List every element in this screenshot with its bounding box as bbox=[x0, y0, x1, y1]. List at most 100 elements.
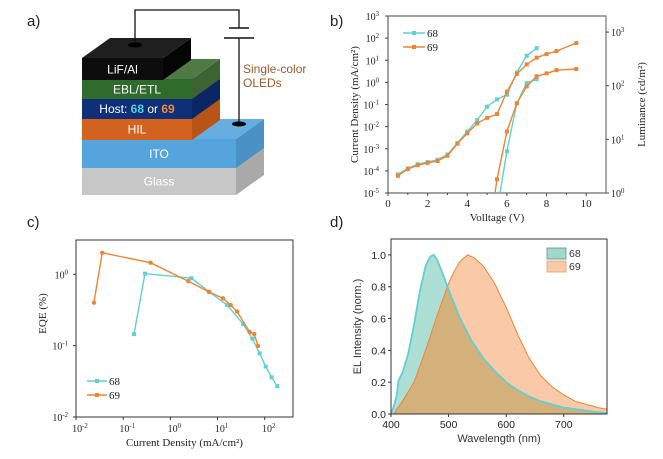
chart-b-point-69 bbox=[574, 41, 579, 46]
chart-b-xlabel: Volltage (V) bbox=[470, 212, 525, 224]
chart-b-y2tick-label: 100 bbox=[611, 188, 625, 200]
chart-b-point-68 bbox=[495, 97, 499, 102]
chart-b-point-68 bbox=[475, 117, 480, 122]
chart-c-frame bbox=[75, 239, 294, 418]
layer-host-front bbox=[82, 98, 192, 119]
chart-b-point-69 bbox=[425, 160, 430, 165]
chart-d-ytick-label: 0.6 bbox=[371, 314, 386, 326]
chart-c-point-69 bbox=[234, 309, 240, 314]
chart-c-point-69 bbox=[255, 343, 261, 349]
chart-c-xtick-label: 10-1 bbox=[119, 423, 135, 435]
chart-b-point-69 bbox=[504, 89, 509, 94]
layer-glass-label: Glass bbox=[144, 175, 175, 189]
chart-b-xtick-label: 4 bbox=[465, 198, 471, 210]
chart-c-point-69 bbox=[220, 296, 226, 301]
chart-c-ytick-label: 10-1 bbox=[52, 341, 68, 353]
cathode-contact bbox=[128, 42, 142, 48]
chart-c-point-68 bbox=[189, 276, 194, 281]
chart-b-point-69 bbox=[514, 71, 519, 76]
chart-b-plot-area bbox=[395, 41, 579, 193]
chart-b-point-69 bbox=[544, 71, 549, 76]
chart-b-point-69 bbox=[435, 158, 440, 163]
chart-b-point-69 bbox=[514, 101, 519, 106]
panel-label-c: c) bbox=[27, 214, 40, 231]
chart-b-point-68 bbox=[504, 92, 509, 97]
layer-host-side bbox=[192, 78, 220, 119]
layer-lifal-front bbox=[82, 58, 163, 80]
chart-b-point-69 bbox=[574, 67, 579, 72]
chart-b-legend-marker-68 bbox=[412, 31, 416, 35]
chart-b-point-69 bbox=[544, 52, 549, 57]
chart-b-point-69 bbox=[475, 121, 480, 126]
chart-c-xtick-label: 101 bbox=[215, 423, 228, 435]
circuit-wire-top bbox=[134, 9, 240, 45]
layer-ito-front bbox=[82, 139, 236, 168]
chart-c-point-68 bbox=[132, 332, 137, 337]
chart-b-point-69 bbox=[495, 112, 499, 117]
chart-b-ytick-label: 100 bbox=[366, 77, 380, 89]
chart-d-legend-swatch-69 bbox=[546, 260, 567, 273]
chart-c-point-68 bbox=[275, 384, 280, 389]
chart-b-point-69 bbox=[415, 163, 420, 168]
chart-b-point-68 bbox=[534, 46, 539, 51]
chart-c-xtick-label: 10-2 bbox=[72, 423, 88, 435]
chart-b-point-69 bbox=[554, 68, 559, 73]
chart-d-ytick-label: 1.0 bbox=[371, 250, 386, 262]
anode-contact bbox=[232, 121, 246, 127]
chart-b-point-68 bbox=[524, 53, 529, 58]
chart-b-ytick-label: 10-1 bbox=[363, 100, 379, 112]
chart-d-ytick-label: 0.8 bbox=[371, 282, 386, 294]
chart-c-legend-marker-69 bbox=[95, 393, 99, 397]
chart-b-point-69 bbox=[445, 153, 450, 158]
chart-c-point-69 bbox=[100, 250, 105, 255]
chart-b-y2tick-label: 102 bbox=[611, 81, 625, 93]
layer-ebletl-front bbox=[82, 79, 192, 99]
layer-glass-side bbox=[236, 147, 264, 195]
chart-c-point-68 bbox=[142, 271, 147, 276]
chart-d-legend-swatch-68 bbox=[546, 247, 567, 260]
caption-line-1: Single-color bbox=[243, 62, 306, 76]
chart-b-point-69 bbox=[524, 62, 529, 67]
chart-d-xtick-label: 500 bbox=[440, 419, 458, 431]
chart-b-point-69 bbox=[395, 173, 400, 178]
chart-d-line-68 bbox=[390, 253, 608, 415]
chart-c-point-68 bbox=[263, 364, 268, 369]
chart-d-xtick-label: 400 bbox=[382, 419, 400, 431]
layer-glass-front bbox=[82, 167, 236, 195]
chart-c-point-69 bbox=[247, 329, 252, 335]
chart-d-ytick-label: 0.4 bbox=[371, 345, 386, 357]
chart-b-xtick-label: 10 bbox=[581, 198, 593, 210]
chart-c-ytick-label: 100 bbox=[55, 269, 69, 281]
chart-d-line-69 bbox=[393, 254, 608, 415]
chart-c-point-68 bbox=[257, 351, 262, 356]
chart-b-point-69 bbox=[534, 55, 539, 60]
chart-c-xlabel: Current Density (mA/cm²) bbox=[126, 437, 243, 449]
layer-lifal-top bbox=[82, 38, 191, 58]
chart-b-ytick-label: 102 bbox=[366, 33, 380, 45]
chart-b-point-68 bbox=[504, 149, 509, 154]
layer-ebletl-label: EBL/ETL bbox=[113, 83, 161, 97]
chart-d-legend-label-68: 68 bbox=[569, 248, 581, 260]
chart-b-point-69 bbox=[465, 131, 470, 136]
layer-ito-side bbox=[236, 119, 264, 168]
chart-b-xtick-label: 6 bbox=[504, 198, 510, 210]
chart-b-point-69 bbox=[534, 74, 539, 79]
layer-host-label: Host: 68 or 69 bbox=[99, 102, 175, 116]
chart-b-ytick-label: 10-4 bbox=[363, 166, 379, 178]
chart-d-ylabel: EL Intensity (norm.) bbox=[352, 279, 364, 375]
chart-b-legend-label-69: 69 bbox=[427, 42, 439, 54]
chart-b-ytick-label: 10-2 bbox=[363, 122, 379, 134]
chart-d-ytick-label: 0.2 bbox=[371, 377, 386, 389]
chart-c-point-68 bbox=[225, 303, 230, 308]
chart-b-point-69 bbox=[455, 141, 460, 146]
chart-b-ytick-label: 10-5 bbox=[363, 188, 379, 200]
layer-hil-label: HIL bbox=[128, 123, 147, 137]
chart-c-point-68 bbox=[269, 375, 274, 380]
panel-label-d: d) bbox=[330, 214, 344, 231]
panel-label-a: a) bbox=[27, 13, 41, 30]
